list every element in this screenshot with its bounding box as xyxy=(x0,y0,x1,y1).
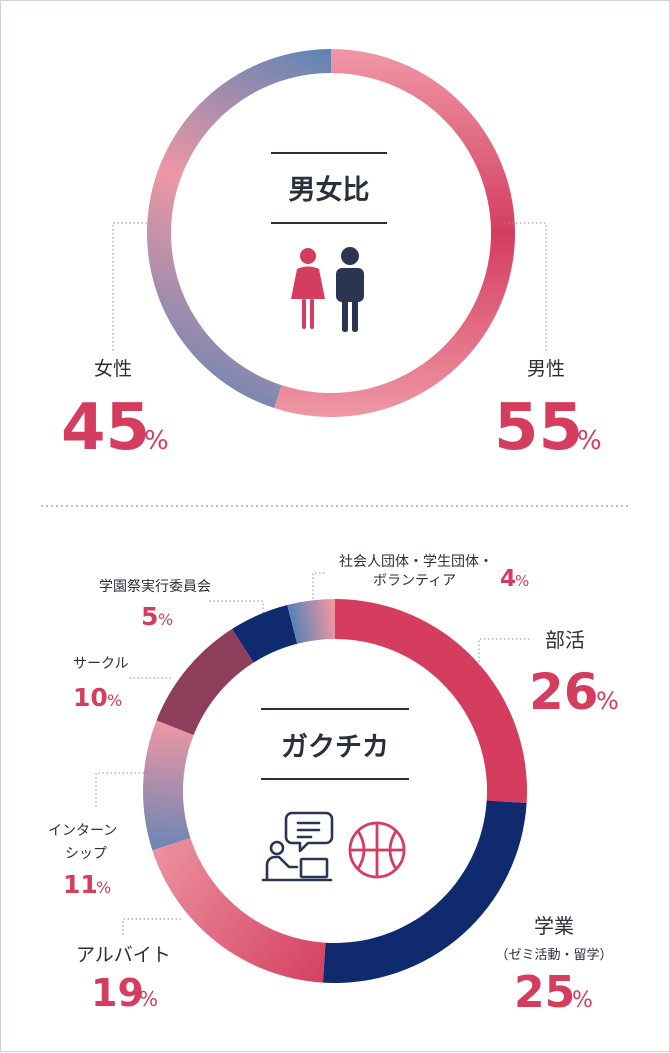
slice-value-male: 55 xyxy=(494,391,583,465)
slice-label-volunteer: 社会人団体・学生団体・ xyxy=(339,554,493,570)
slice-value-gakugyo: 25 xyxy=(514,967,575,1018)
leader-bukatsu xyxy=(478,638,531,666)
basketball-icon xyxy=(348,821,406,879)
slice-unit-female: % xyxy=(144,426,169,456)
slice-label-intern: インターン xyxy=(48,823,117,839)
slice-value-female: 45 xyxy=(61,391,150,465)
slice-label-gakugyo: 学業 xyxy=(534,914,574,938)
slice-circle xyxy=(156,628,254,736)
slice-value-baito: 19 xyxy=(91,971,144,1015)
slice-sublabel-gakugyo: （ゼミ活動・留学） xyxy=(495,947,612,963)
slice-volunteer xyxy=(287,599,335,644)
leader-intern xyxy=(95,772,148,809)
gakuchika-donut xyxy=(143,599,528,983)
slice-label-bukatsu: 部活 xyxy=(545,628,585,652)
slice-unit-baito: % xyxy=(139,987,158,1011)
slice-gakugyo xyxy=(322,800,527,983)
leader-festival xyxy=(207,600,264,613)
slice-unit-circle: % xyxy=(107,691,122,710)
slice-intern xyxy=(143,720,194,851)
slice-female xyxy=(147,49,331,408)
leader-female xyxy=(112,222,151,351)
slice-unit-festival: % xyxy=(158,610,173,629)
slice-label-volunteer-line2: ボランティア xyxy=(373,573,456,589)
slice-festival xyxy=(232,605,298,663)
slice-unit-bukatsu: % xyxy=(596,687,619,715)
leader-baito xyxy=(122,918,181,937)
slice-unit-gakugyo: % xyxy=(572,988,593,1013)
slice-value-festival: 5 xyxy=(141,602,158,631)
slice-bukatsu xyxy=(335,599,528,804)
slice-label-baito: アルバイト xyxy=(76,944,171,966)
leader-volunteer xyxy=(312,572,325,599)
slice-label-circle: サークル xyxy=(73,656,129,672)
female-icon xyxy=(291,248,325,329)
slice-label-male: 男性 xyxy=(527,358,565,380)
gakuchika-chart-title: ガクチカ xyxy=(281,732,389,763)
slice-value-intern: 11 xyxy=(63,870,98,899)
slice-label-intern-line2: シップ xyxy=(65,846,107,862)
gender-donut xyxy=(147,49,515,418)
slice-unit-male: % xyxy=(577,426,602,456)
male-icon xyxy=(336,247,364,332)
online-meeting-icon xyxy=(261,811,334,882)
slice-value-bukatsu: 26 xyxy=(529,663,599,721)
slice-male xyxy=(274,49,515,418)
slice-value-circle: 10 xyxy=(73,683,108,712)
slice-baito xyxy=(152,837,326,983)
gender-chart-title: 男女比 xyxy=(289,174,370,206)
slice-label-festival: 学園祭実行委員会 xyxy=(99,579,211,595)
slice-unit-intern: % xyxy=(96,878,111,897)
slice-value-volunteer: 4 xyxy=(500,566,516,592)
slice-label-female: 女性 xyxy=(94,358,132,380)
slice-unit-volunteer: % xyxy=(515,572,529,590)
